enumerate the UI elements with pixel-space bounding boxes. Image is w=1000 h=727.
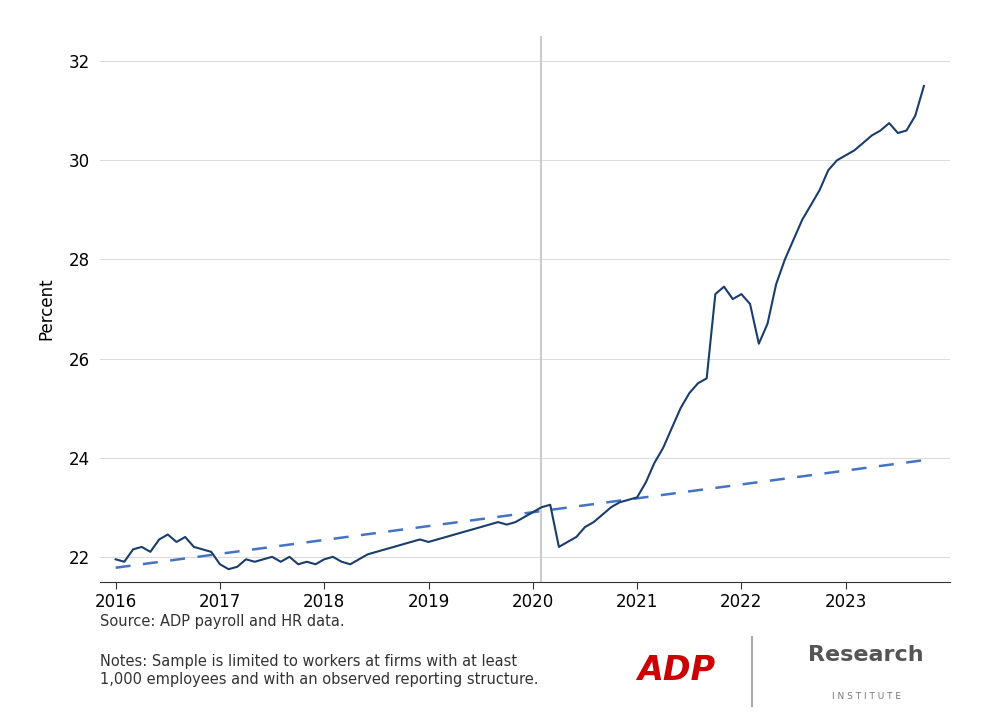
Text: Research: Research bbox=[808, 646, 924, 665]
Text: I N S T I T U T E: I N S T I T U T E bbox=[832, 691, 900, 701]
Y-axis label: Percent: Percent bbox=[37, 278, 55, 340]
Text: ADP: ADP bbox=[637, 654, 715, 687]
Text: Notes: Sample is limited to workers at firms with at least
1,000 employees and w: Notes: Sample is limited to workers at f… bbox=[100, 654, 538, 687]
Text: Source: ADP payroll and HR data.: Source: ADP payroll and HR data. bbox=[100, 614, 345, 630]
